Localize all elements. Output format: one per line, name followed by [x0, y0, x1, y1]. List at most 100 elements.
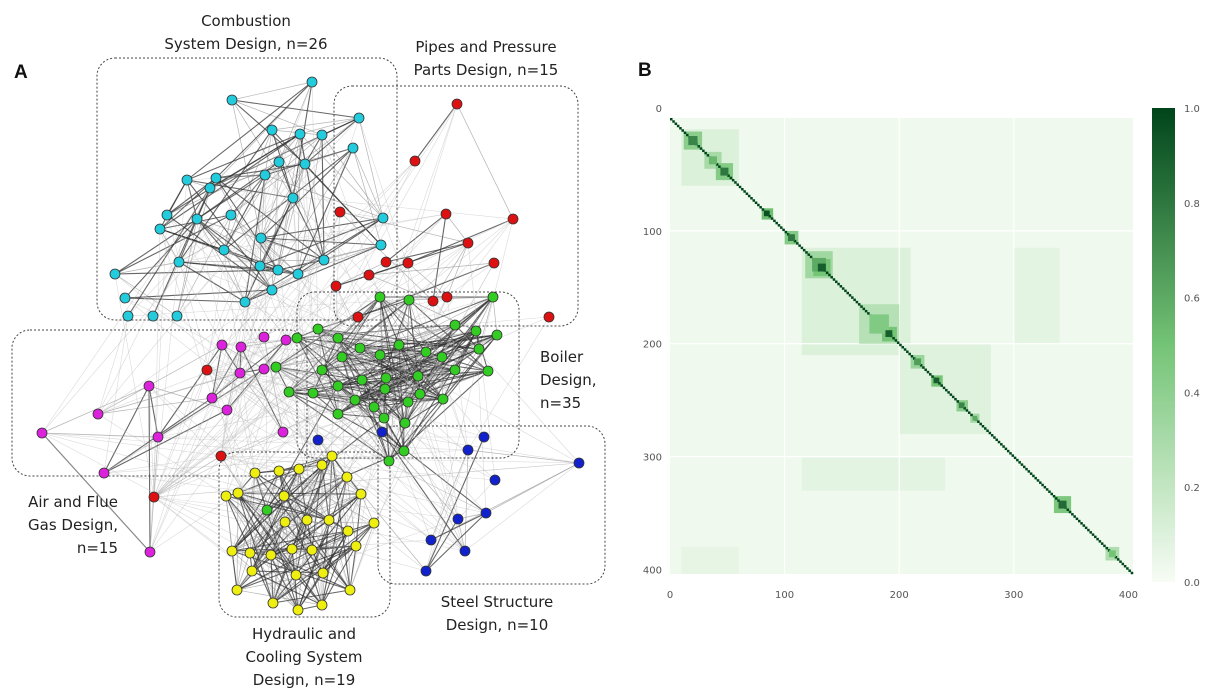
boiler-node [437, 393, 449, 405]
combustion-node [210, 172, 222, 184]
combustion-node [239, 296, 251, 308]
air-flue-node [235, 341, 247, 353]
heatmap-diagonal-cell [906, 350, 909, 353]
network-edge [220, 213, 447, 457]
network-edge [335, 285, 466, 552]
network-edge [153, 455, 222, 498]
combustion-node [119, 292, 131, 304]
network-edge [166, 214, 333, 457]
network-edge [153, 462, 580, 498]
heatmap-diagonal-cell [738, 185, 742, 189]
network-edge [41, 432, 333, 457]
pipes-node [440, 208, 452, 220]
air-flue-node [280, 334, 292, 346]
network-edge [337, 398, 444, 415]
heatmap-diagonal-cell [1130, 571, 1134, 575]
network-edge [432, 213, 447, 302]
heatmap-diagonal-cell [846, 291, 850, 295]
network-edge [211, 397, 323, 606]
network-edge [339, 211, 469, 244]
boiler-node [374, 349, 386, 361]
heatmap-diagonal-cell [747, 194, 751, 198]
network-edge [124, 218, 198, 299]
boiler-node [420, 346, 432, 358]
network-edge [186, 81, 313, 181]
air-flue-box [11, 329, 308, 477]
heatmap-y-tick-label: 400 [643, 565, 662, 576]
pipes-node [363, 269, 375, 281]
network-edge [186, 174, 266, 181]
heatmap-diagonal-cell [954, 397, 957, 401]
network-edge [97, 315, 129, 415]
network-edge [425, 518, 459, 572]
combustion-node [347, 142, 359, 154]
hydraulic-node [344, 584, 356, 596]
heatmap-diagonal-cell [860, 305, 863, 308]
colorbar-gradient [1152, 108, 1175, 582]
heatmap-diagonal-cell [951, 395, 955, 399]
heatmap-diagonal-cell [672, 120, 675, 123]
network-edge [297, 572, 324, 611]
network-edge [317, 431, 383, 441]
hydraulic-node [350, 540, 362, 552]
pipes-node [330, 280, 342, 292]
air-flue-node [234, 367, 246, 379]
network-edge [166, 214, 274, 604]
network-edge [354, 398, 444, 401]
boiler-node [354, 342, 366, 354]
network-edge [249, 539, 432, 554]
hydraulic-node [273, 465, 285, 477]
combustion-node [147, 310, 159, 322]
network-edge [381, 296, 448, 433]
heatmap-diagonal-cell [862, 307, 866, 311]
network-edge [209, 134, 323, 189]
boiler-cluster-label: Boiler [540, 348, 584, 366]
network-edge [152, 261, 180, 317]
air-flue-node [258, 363, 270, 375]
boiler-node [449, 364, 461, 376]
network-edge [373, 398, 444, 524]
heatmap-diagonal-cell [894, 339, 898, 342]
network-edge [322, 354, 381, 574]
heatmap-diagonal-cell [990, 434, 994, 437]
air-flue-cluster-label: Air and Flue [28, 493, 118, 511]
network-edge [237, 103, 458, 494]
combustion-node [204, 182, 216, 194]
heatmap-diagonal-cell [1123, 564, 1127, 568]
network-edge [236, 530, 349, 591]
network-edge [271, 289, 466, 552]
boiler-node [412, 370, 424, 382]
panel-b-label: B [638, 60, 652, 81]
network-edge [407, 262, 410, 301]
heatmap-diagonal-cell [727, 174, 730, 177]
heatmap-diagonal-cell [1091, 533, 1095, 536]
network-edge [404, 422, 487, 514]
boiler-node [332, 380, 344, 392]
boiler-node [399, 417, 411, 429]
combustion-node [272, 264, 284, 276]
heatmap-diagonal-cell [947, 391, 950, 394]
network-edge [264, 129, 273, 176]
air-flue-node [206, 392, 218, 404]
network-edge [292, 197, 325, 261]
heatmap-diagonal-cell [929, 373, 932, 376]
hydraulic-node [290, 569, 302, 581]
heatmap-diagonal-cell [977, 420, 980, 423]
combustion-node [255, 232, 267, 244]
network-edge [231, 521, 286, 552]
heatmap-diagonal-cell [1105, 546, 1109, 550]
heatmap-diagonal-cell [828, 273, 831, 277]
heatmap-diagonal-cell [754, 201, 758, 205]
boiler-node [398, 445, 410, 457]
heatmap-colorbar: 0.0 0.2 0.4 0.6 0.8 1.0 [1152, 104, 1200, 589]
hydraulic-node [341, 471, 353, 483]
network-edge [226, 339, 287, 411]
network-edge [419, 370, 489, 395]
network-edge [288, 391, 390, 462]
network-edge [148, 385, 151, 553]
heatmap-diagonal-cell [681, 129, 684, 132]
heatmap-diagonal-cell [837, 282, 840, 286]
network-edge [237, 117, 360, 494]
heatmap-diagonal-cell [1096, 537, 1099, 541]
heatmap-x-tick-label: 0 [667, 590, 673, 601]
